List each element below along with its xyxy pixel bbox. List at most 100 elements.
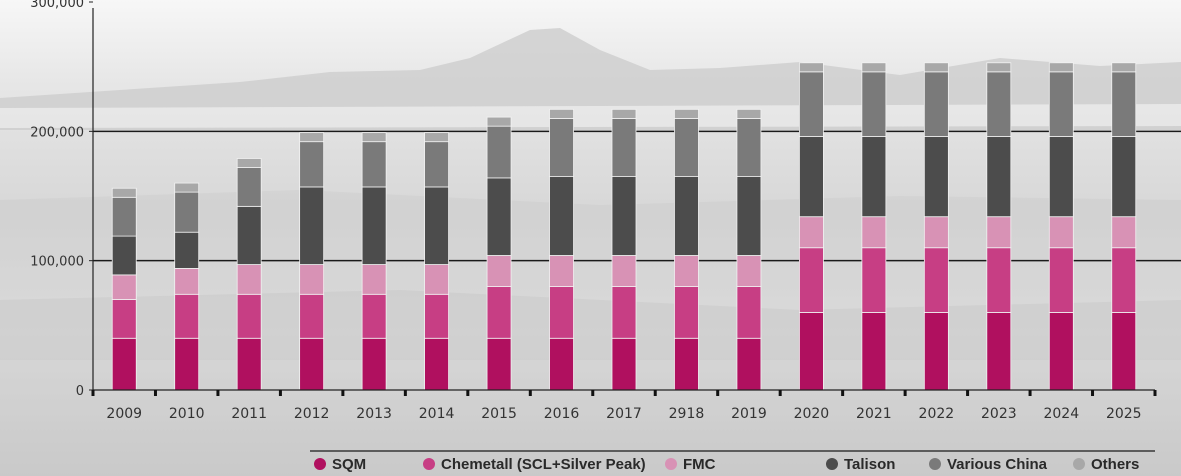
x-tick <box>403 390 407 396</box>
bar-segment <box>1111 216 1137 249</box>
x-tick <box>716 390 720 396</box>
bar-segment <box>1048 71 1074 137</box>
bar-segment <box>1048 136 1074 218</box>
bar-segment <box>674 255 699 287</box>
x-tick-label: 2009 <box>106 406 142 422</box>
legend-label: FMC <box>683 456 716 473</box>
x-tick-label: 2022 <box>919 406 955 422</box>
bar-segment <box>424 293 449 339</box>
bar-segment <box>174 191 200 233</box>
x-tick <box>903 390 907 396</box>
bar-segment <box>923 136 949 218</box>
legend-marker <box>314 458 326 470</box>
bar-segment <box>174 337 200 391</box>
bar-segment <box>236 167 262 207</box>
bar-segment <box>611 118 637 178</box>
bar-segment <box>424 141 449 188</box>
bar-segment <box>361 186 387 265</box>
legend-label: SQM <box>332 456 366 473</box>
bar-segment <box>674 118 699 178</box>
bar-segment <box>299 264 325 295</box>
x-tick <box>341 390 345 396</box>
bar-segment <box>736 255 762 287</box>
legend-marker <box>665 458 677 470</box>
bar-segment <box>299 293 325 339</box>
x-tick-label: 2023 <box>981 406 1017 422</box>
x-tick-label: 2010 <box>169 406 205 422</box>
axes: 0 100,000 200,000 300,000 2009 2010 2011 2012 20… <box>30 0 1157 422</box>
bar-segment <box>236 264 262 295</box>
bar-segment <box>986 62 1012 73</box>
bar-segment <box>486 125 512 179</box>
legend-marker <box>1073 458 1085 470</box>
bar-segment <box>1111 311 1137 391</box>
bar-segment <box>986 136 1012 218</box>
bar-segment <box>236 205 262 265</box>
bar-segment <box>424 186 449 265</box>
bar-segment <box>986 247 1012 313</box>
bar-segment <box>549 337 574 391</box>
bar-segment <box>923 311 949 391</box>
legend-label: Others <box>1091 456 1139 473</box>
x-tick <box>778 390 782 396</box>
bar-segment <box>674 337 699 391</box>
bar-segment <box>1111 136 1137 218</box>
bar-segment <box>986 216 1012 249</box>
bar-segment <box>861 247 887 313</box>
bar-segment <box>236 293 262 339</box>
bar-segment <box>299 186 325 265</box>
bar-segment <box>799 62 824 73</box>
bar-segment <box>549 176 574 256</box>
bar-segment <box>174 182 200 193</box>
bar-segment <box>861 136 887 218</box>
bar-segment <box>361 141 387 188</box>
bar-segment <box>736 118 762 178</box>
bar-segment <box>486 255 512 287</box>
legend-marker <box>423 458 435 470</box>
bar-segment <box>111 187 137 198</box>
y-tick-label: 100,000 <box>30 255 84 270</box>
bar-segment <box>299 141 325 188</box>
x-tick-label: 2016 <box>544 406 580 422</box>
bar-segment <box>424 132 449 143</box>
bar-segment <box>861 62 887 73</box>
y-tick-label: 300,000 <box>30 0 84 11</box>
bar-segment <box>799 247 824 313</box>
x-tick <box>1153 390 1157 396</box>
bar-segment <box>1111 247 1137 313</box>
bar-segment <box>424 337 449 391</box>
bar-segment <box>799 311 824 391</box>
x-tick-label: 2012 <box>294 406 330 422</box>
bar-segment <box>424 264 449 295</box>
bar-segment <box>674 176 699 256</box>
bar-segment <box>1111 71 1137 137</box>
bar-segment <box>174 231 200 269</box>
bar-segment <box>861 71 887 137</box>
legend-label: Various China <box>947 456 1048 473</box>
bar-segment <box>674 108 699 119</box>
bar-segment <box>611 108 637 119</box>
bar-segment <box>923 71 949 137</box>
bar-segment <box>111 196 137 237</box>
bar-segment <box>923 216 949 249</box>
x-tick <box>591 390 595 396</box>
bar-segment <box>111 274 137 300</box>
bar-segment <box>549 286 574 339</box>
x-tick <box>1028 390 1032 396</box>
bar-segment <box>174 268 200 295</box>
legend-label: Talison <box>844 456 895 473</box>
legend-marker <box>929 458 941 470</box>
bar-segment <box>799 136 824 218</box>
bar-segment <box>174 293 200 339</box>
x-tick-label: 2019 <box>731 406 767 422</box>
bar-segment <box>236 337 262 391</box>
bar-segment <box>736 337 762 391</box>
bar-segment <box>736 286 762 339</box>
x-tick <box>153 390 157 396</box>
legend-label: Chemetall (SCL+Silver Peak) <box>441 456 646 473</box>
bar-segment <box>611 255 637 287</box>
x-tick <box>216 390 220 396</box>
bar-segment <box>799 71 824 137</box>
